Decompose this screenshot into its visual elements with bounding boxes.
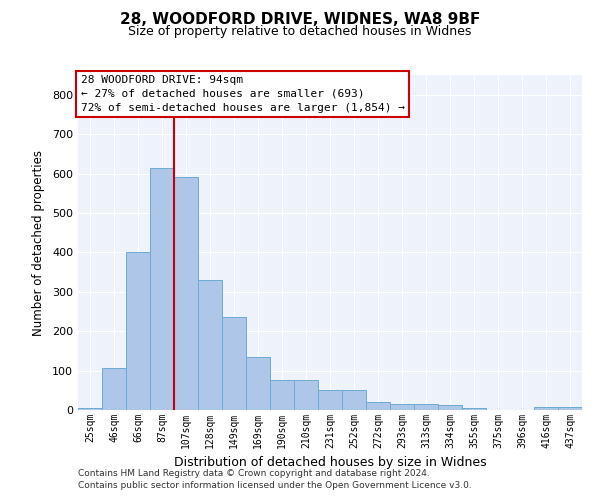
Bar (246, 357, 270, 410)
Bar (318, 390, 342, 410)
Bar (558, 407, 582, 410)
Bar (390, 404, 414, 410)
Bar (102, 368, 126, 410)
Text: 28, WOODFORD DRIVE, WIDNES, WA8 9BF: 28, WOODFORD DRIVE, WIDNES, WA8 9BF (120, 12, 480, 28)
Bar (270, 380, 294, 410)
Y-axis label: Number of detached properties: Number of detached properties (32, 150, 45, 336)
Bar (534, 407, 558, 410)
Text: Contains public sector information licensed under the Open Government Licence v3: Contains public sector information licen… (78, 481, 472, 490)
Bar (414, 404, 438, 410)
Bar (342, 390, 366, 410)
Bar (222, 318, 246, 410)
Bar (438, 406, 462, 410)
Text: Contains HM Land Registry data © Crown copyright and database right 2024.: Contains HM Land Registry data © Crown c… (78, 468, 430, 477)
Bar (198, 280, 222, 410)
X-axis label: Distribution of detached houses by size in Widnes: Distribution of detached houses by size … (173, 456, 487, 469)
Text: 28 WOODFORD DRIVE: 94sqm
← 27% of detached houses are smaller (693)
72% of semi-: 28 WOODFORD DRIVE: 94sqm ← 27% of detach… (80, 75, 404, 113)
Bar (366, 402, 390, 410)
Bar (174, 178, 198, 410)
Bar (126, 252, 150, 410)
Text: Size of property relative to detached houses in Widnes: Size of property relative to detached ho… (128, 25, 472, 38)
Bar (294, 380, 318, 410)
Bar (462, 408, 486, 410)
Bar (78, 408, 102, 410)
Bar (150, 168, 174, 410)
